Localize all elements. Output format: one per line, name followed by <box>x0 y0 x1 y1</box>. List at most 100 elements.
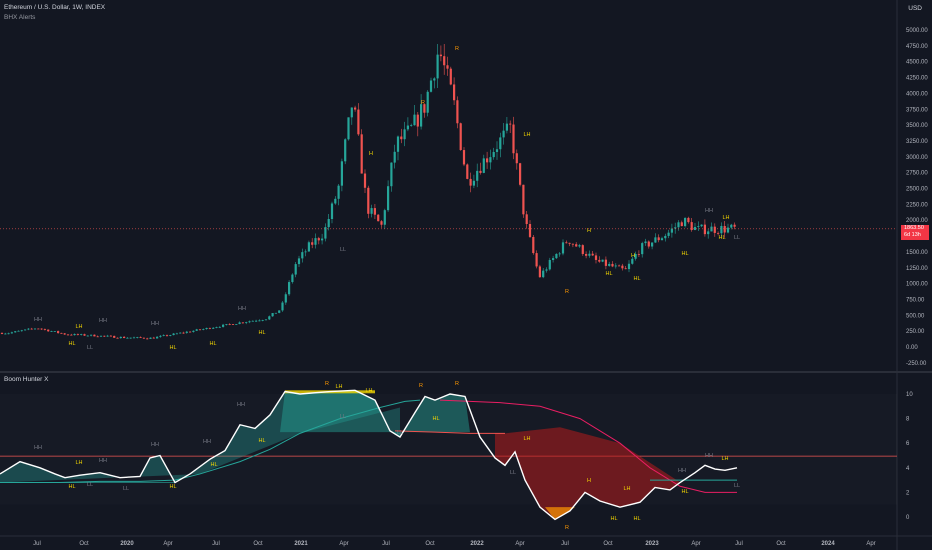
candle-body <box>80 334 83 335</box>
candle-body <box>416 114 419 127</box>
price-tick-label: 500.00 <box>906 313 925 319</box>
osc-pattern-label: HH <box>203 439 211 445</box>
currency-label[interactable]: USD <box>908 5 922 12</box>
candle-body <box>235 324 238 325</box>
candle-body <box>390 162 393 187</box>
candle-body <box>449 68 452 85</box>
candle-body <box>561 242 565 254</box>
candle-body <box>175 333 178 335</box>
osc-pattern-label: LL <box>734 483 740 489</box>
price-tick-label: 3000.00 <box>906 155 928 161</box>
candle-body <box>482 158 485 173</box>
candle-body <box>129 337 132 339</box>
candle-body <box>264 319 268 321</box>
candle-body <box>492 151 495 158</box>
osc-pattern-label: LL <box>340 414 346 420</box>
time-tick-label: Jul <box>561 541 569 547</box>
candle-body <box>142 337 145 339</box>
candle-body <box>515 153 518 164</box>
chart-title[interactable]: Ethereum / U.S. Dollar, 1W, INDEX <box>4 4 106 11</box>
candle-body <box>581 245 584 254</box>
time-tick-label: Oct <box>425 541 435 547</box>
candle-body <box>50 331 53 332</box>
candle-body <box>0 333 4 335</box>
candle-body <box>222 324 225 327</box>
candle-body <box>476 170 479 181</box>
candle-body <box>156 336 159 339</box>
osc-tick-label: 4 <box>906 466 910 472</box>
candle-body <box>423 104 426 113</box>
candle-body <box>202 328 205 330</box>
lower-pane-title[interactable]: Boom Hunter X <box>4 376 49 383</box>
osc-tick-label: 8 <box>906 417 910 423</box>
candle-body <box>608 263 611 266</box>
candle-body <box>594 255 598 260</box>
candle-body <box>10 332 13 334</box>
candle-body <box>294 264 297 275</box>
candle-body <box>268 316 271 320</box>
pattern-label: HL <box>633 276 640 282</box>
time-tick-label: Jul <box>735 541 743 547</box>
candle-body <box>367 187 370 214</box>
osc-pattern-label: LL <box>123 486 129 492</box>
candle-body <box>182 332 185 334</box>
candle-body <box>542 270 545 278</box>
candle-body <box>297 258 301 265</box>
candle-body <box>57 331 60 333</box>
candle-body <box>195 329 198 331</box>
candle-body <box>717 232 720 234</box>
candle-body <box>281 302 284 311</box>
candle-body <box>30 328 33 330</box>
time-tick-label: 2024 <box>821 541 835 547</box>
candle-body <box>274 312 277 314</box>
candle-body <box>403 129 406 140</box>
candle-body <box>707 231 710 235</box>
candle-body <box>660 238 664 241</box>
candle-body <box>703 224 706 235</box>
pattern-label: LL <box>340 247 346 253</box>
price-tick-label: 4250.00 <box>906 76 928 82</box>
candle-body <box>509 123 512 125</box>
candle-body <box>192 330 195 332</box>
price-tick-label: 1000.00 <box>906 282 928 288</box>
osc-white-line <box>0 389 738 521</box>
candle-body <box>198 329 202 331</box>
osc-pattern-label: LH <box>523 436 530 442</box>
candle-body <box>354 107 357 110</box>
pattern-label: HL <box>605 271 612 277</box>
candle-body <box>670 228 673 233</box>
candle-body <box>611 263 614 267</box>
indicator-title[interactable]: BHX Alerts <box>4 14 36 21</box>
candle-body <box>271 313 274 317</box>
candle-body <box>334 198 337 204</box>
candle-body <box>146 338 149 340</box>
osc-trough-fill <box>545 507 575 520</box>
time-tick-label: Apr <box>866 541 875 547</box>
candle-body <box>495 149 499 152</box>
time-tick-label: Jul <box>382 541 390 547</box>
candle-body <box>420 104 423 127</box>
pattern-label: HH <box>238 306 246 312</box>
price-tick-label: 3500.00 <box>906 123 928 129</box>
candle-body <box>677 222 680 228</box>
pattern-label: HH <box>705 208 713 214</box>
price-tick-label: 1500.00 <box>906 250 928 256</box>
pattern-label: HL <box>258 330 265 336</box>
candle-body <box>627 263 631 270</box>
candle-body <box>697 226 700 228</box>
pattern-label: LH <box>722 215 729 221</box>
candle-body <box>614 265 617 267</box>
candle-body <box>344 139 347 162</box>
candle-body <box>598 259 601 262</box>
time-tick-label: 2022 <box>470 541 484 547</box>
candle-body <box>479 170 482 173</box>
candle-body <box>76 334 79 335</box>
candle-body <box>83 334 86 336</box>
osc-pattern-label: HH <box>99 458 107 464</box>
osc-pattern-label: R <box>419 383 423 389</box>
price-tick-label: 5000.00 <box>906 28 928 34</box>
candle-body <box>248 321 251 323</box>
candle-body <box>123 336 126 339</box>
candle-body <box>255 320 258 322</box>
